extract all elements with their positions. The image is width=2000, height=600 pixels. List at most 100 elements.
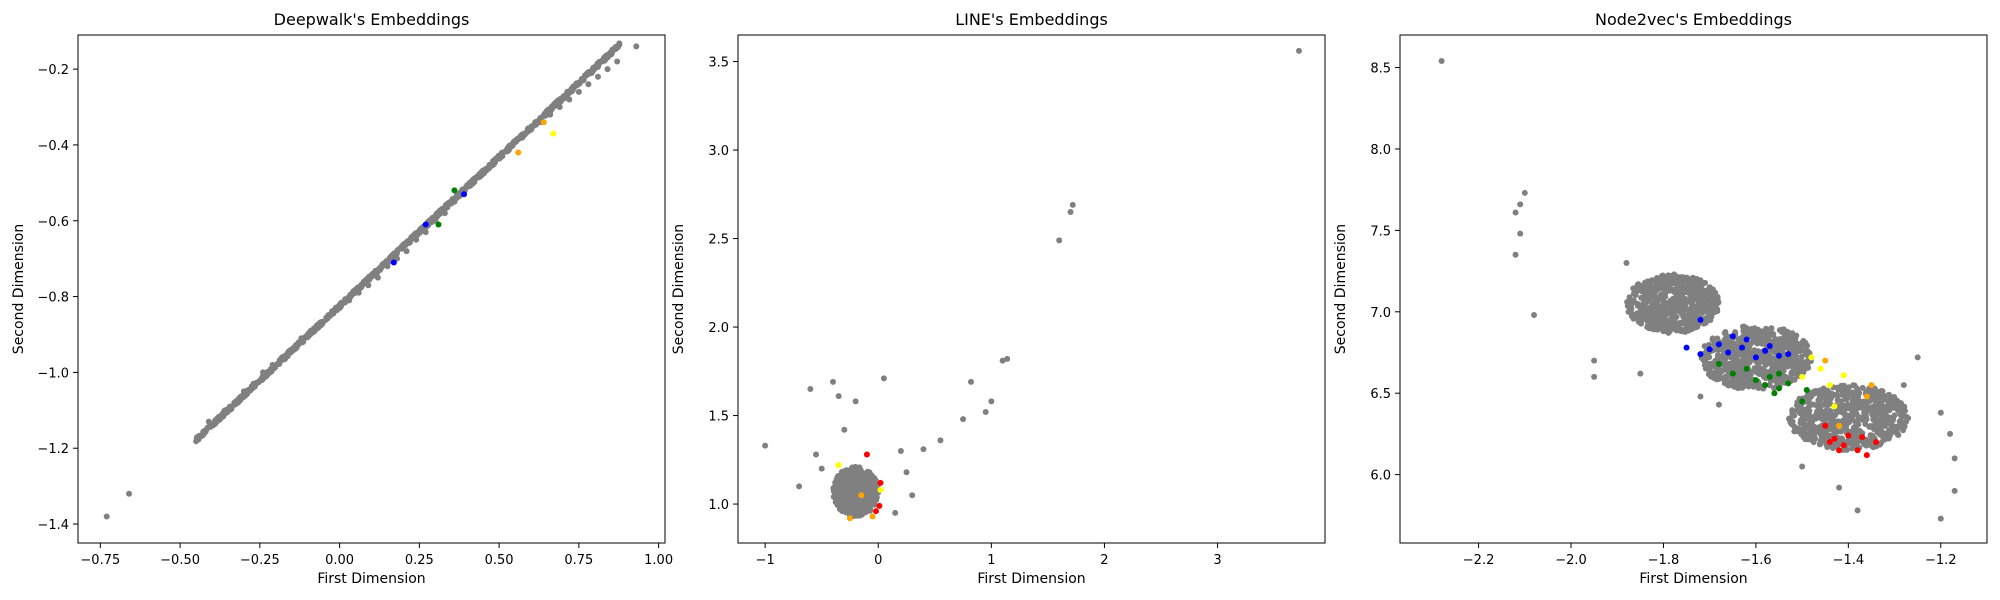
cluster-point	[1849, 399, 1856, 406]
cluster-point	[858, 505, 865, 512]
cluster-point	[1863, 416, 1870, 423]
cluster-point	[1668, 311, 1675, 318]
y-tick-label: 6.0	[1370, 469, 1391, 484]
cluster-point	[1652, 293, 1659, 300]
cluster-point	[868, 472, 875, 479]
scatter-point	[1831, 403, 1838, 410]
cluster-point	[1702, 279, 1709, 286]
line-point	[501, 148, 508, 155]
scatter-point	[903, 469, 910, 476]
panel-deepwalk: Deepwalk's Embeddings First Dimension Seco…	[11, 10, 673, 587]
scatter-point	[1512, 209, 1519, 216]
scatter-point	[1637, 370, 1644, 377]
scatter-point	[1873, 439, 1880, 446]
scatter-point	[390, 259, 397, 266]
x-tick-label: −0.75	[80, 553, 120, 568]
scatter-point	[260, 369, 267, 376]
cluster-point	[1843, 422, 1850, 429]
cluster-point	[1778, 378, 1785, 385]
y-tick-label: 7.0	[1370, 306, 1391, 321]
cluster-point	[1637, 286, 1644, 293]
x-tick-label: 0.50	[485, 553, 514, 568]
scatter-point	[813, 451, 820, 458]
scatter-point	[298, 335, 305, 342]
cluster-point	[1791, 428, 1798, 435]
cluster-point	[1794, 399, 1801, 406]
scatter-point	[346, 297, 353, 304]
scatter-point	[269, 361, 276, 368]
cluster-point	[1885, 414, 1892, 421]
cluster-point	[1670, 295, 1677, 302]
x-tick-label: −2.2	[1463, 553, 1495, 568]
scatter-point	[892, 509, 899, 516]
scatter-point	[1517, 201, 1524, 208]
cluster-point	[1845, 384, 1852, 391]
points-deepwalk	[103, 40, 640, 520]
cluster-point	[1826, 434, 1833, 441]
cluster-point	[1821, 436, 1828, 443]
cluster-point	[872, 480, 879, 487]
cluster-point	[1640, 299, 1647, 306]
cluster-point	[1852, 405, 1859, 412]
scatter-point	[1743, 365, 1750, 372]
scatter-point	[1822, 422, 1829, 429]
cluster-point	[1717, 346, 1724, 353]
scatter-point	[1947, 430, 1954, 437]
y-tick-label: −1.0	[37, 366, 69, 381]
scatter-point	[1295, 47, 1302, 54]
scatter-point	[1743, 336, 1750, 343]
scatter-point	[762, 442, 769, 449]
cluster-point	[1644, 324, 1651, 331]
cluster-point	[1730, 382, 1737, 389]
cluster-point	[1841, 411, 1848, 418]
cluster-point	[1709, 302, 1716, 309]
cluster-point	[854, 473, 861, 480]
cluster-point	[1659, 310, 1666, 317]
scatter-point	[988, 398, 995, 405]
cluster-point	[1903, 413, 1910, 420]
cluster-point	[1789, 410, 1796, 417]
x-axis-label: First Dimension	[977, 571, 1085, 587]
chart-title: Node2vec's Embeddings	[1595, 10, 1792, 29]
x-tick-label: −1.4	[1833, 553, 1865, 568]
cluster-point	[1867, 432, 1874, 439]
cluster-point	[1624, 298, 1631, 305]
scatter-point	[1854, 507, 1861, 514]
scatter-point	[909, 492, 916, 499]
line-point	[396, 246, 403, 253]
y-tick-label: 2.5	[708, 233, 729, 248]
cluster-point	[852, 502, 859, 509]
scatter-point	[1803, 386, 1810, 393]
cluster-point	[851, 468, 858, 475]
scatter-point	[1863, 452, 1870, 459]
chart-title: LINE's Embeddings	[955, 10, 1108, 29]
y-tick-label: 6.5	[1370, 387, 1391, 402]
cluster-point	[1772, 377, 1779, 384]
cluster-point	[1812, 415, 1819, 422]
scatter-point	[835, 462, 842, 469]
scatter-point	[540, 119, 547, 126]
cluster-point	[1739, 384, 1746, 391]
cluster-point	[1768, 368, 1775, 375]
cluster-point	[1816, 441, 1823, 448]
cluster-point	[1693, 276, 1700, 283]
y-tick-label: 1.0	[708, 498, 729, 513]
scatter-point	[858, 492, 865, 499]
y-tick-label: 8.5	[1370, 62, 1391, 77]
x-tick-label: −0.25	[240, 553, 280, 568]
cluster-point	[1693, 304, 1700, 311]
scatter-point	[1776, 370, 1783, 377]
cluster-point	[1794, 407, 1801, 414]
cluster-point	[1763, 325, 1770, 332]
y-tick-label: 3.0	[708, 144, 729, 159]
line-point	[571, 83, 578, 90]
scatter-point	[1715, 360, 1722, 367]
cluster-point	[1681, 276, 1688, 283]
cluster-point	[1882, 406, 1889, 413]
line-point	[443, 203, 450, 210]
panel-node2vec: Node2vec's Embeddings First Dimension Seco…	[1333, 10, 1988, 587]
scatter-point	[1859, 434, 1866, 441]
scatter-point	[1836, 447, 1843, 454]
scatter-point	[1715, 401, 1722, 408]
line-point	[412, 231, 419, 238]
